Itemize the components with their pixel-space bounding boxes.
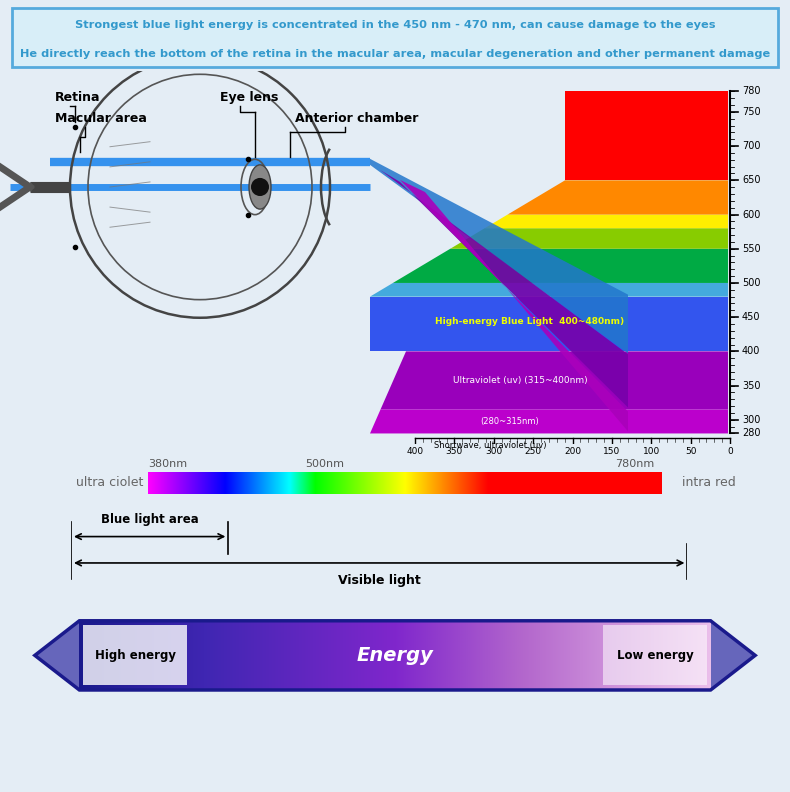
Text: 550: 550 [742, 244, 761, 253]
Text: (280~315nm): (280~315nm) [480, 417, 540, 426]
Text: 400: 400 [406, 447, 423, 455]
Text: 300: 300 [485, 447, 502, 455]
Polygon shape [35, 621, 755, 690]
Text: Energy: Energy [356, 646, 434, 664]
Text: 50: 50 [685, 447, 696, 455]
Text: 0: 0 [727, 447, 733, 455]
Bar [83, 626, 187, 685]
Text: 600: 600 [742, 210, 760, 219]
Polygon shape [485, 215, 728, 228]
Text: 300: 300 [742, 415, 760, 425]
Text: 500: 500 [742, 278, 761, 288]
Text: 350: 350 [446, 447, 463, 455]
Polygon shape [400, 180, 628, 432]
Text: He directly reach the bottom of the retina in the macular area, macular degenera: He directly reach the bottom of the reti… [20, 49, 770, 59]
Text: 650: 650 [742, 175, 761, 185]
Polygon shape [380, 169, 628, 408]
Text: Ultraviolet (uv) (315~400nm): Ultraviolet (uv) (315~400nm) [453, 376, 587, 385]
Text: Anterior chamber: Anterior chamber [295, 112, 419, 124]
Text: 780: 780 [742, 86, 761, 97]
Text: 150: 150 [604, 447, 620, 455]
Polygon shape [508, 181, 728, 215]
Text: Retina: Retina [55, 91, 100, 105]
Ellipse shape [249, 165, 271, 209]
Text: 280: 280 [742, 428, 761, 439]
Polygon shape [370, 283, 728, 297]
Text: 200: 200 [564, 447, 581, 455]
Circle shape [251, 178, 269, 196]
Text: 400: 400 [742, 346, 760, 356]
FancyBboxPatch shape [12, 8, 778, 67]
Text: Eye lens: Eye lens [220, 91, 278, 105]
Text: intra red: intra red [682, 477, 736, 489]
Polygon shape [393, 249, 728, 283]
Text: 700: 700 [742, 141, 761, 151]
Text: High energy: High energy [95, 649, 175, 662]
Text: ultra ciolet: ultra ciolet [76, 477, 144, 489]
Text: 780nm: 780nm [615, 459, 654, 469]
Bar [603, 626, 707, 685]
Polygon shape [381, 352, 728, 409]
Text: 350: 350 [742, 381, 761, 390]
Polygon shape [370, 409, 728, 433]
Text: 380nm: 380nm [149, 459, 187, 469]
Text: Visible light: Visible light [338, 574, 420, 588]
Text: 750: 750 [742, 107, 761, 117]
Polygon shape [370, 297, 728, 352]
Text: 450: 450 [742, 312, 761, 322]
Polygon shape [450, 228, 728, 249]
Polygon shape [370, 159, 628, 353]
Text: 250: 250 [525, 447, 542, 455]
Text: High-energy Blue Light  400~480nm): High-energy Blue Light 400~480nm) [435, 318, 625, 326]
Polygon shape [565, 91, 728, 181]
Text: Shortwave, ultraviolet (uv): Shortwave, ultraviolet (uv) [434, 441, 546, 450]
Text: Macular area: Macular area [55, 112, 147, 124]
Text: Low energy: Low energy [616, 649, 694, 662]
Text: 100: 100 [642, 447, 660, 455]
Text: Blue light area: Blue light area [101, 513, 198, 526]
Text: 500nm: 500nm [305, 459, 344, 469]
Text: Strongest blue light energy is concentrated in the 450 nm - 470 nm, can cause da: Strongest blue light energy is concentra… [75, 20, 715, 29]
